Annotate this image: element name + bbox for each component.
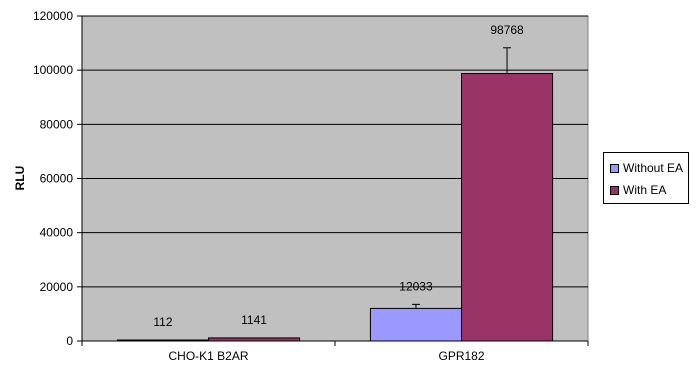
legend-item-with-ea: With EA [610, 179, 688, 201]
data-label: 12033 [399, 279, 433, 293]
x-tick-label: CHO-K1 B2AR [168, 349, 248, 363]
y-tick-label: 0 [66, 334, 73, 348]
bar-without-ea [369, 307, 463, 342]
y-tick-label: 60000 [40, 172, 74, 186]
y-tick-label: 20000 [40, 280, 74, 294]
x-axis: CHO-K1 B2AR GPR182 [81, 340, 589, 363]
y-axis: 0 20000 40000 60000 80000 100000 120000 [33, 9, 83, 348]
legend-swatch-with-ea [610, 185, 619, 195]
data-label: 1141 [241, 313, 267, 327]
bars: 112 1141 12033 98768 [116, 23, 554, 342]
bar-with-ea [461, 73, 554, 342]
legend-item-without-ea: Without EA [610, 157, 688, 179]
y-tick-label: 120000 [33, 9, 73, 23]
y-tick-label: 40000 [40, 226, 74, 240]
y-axis-title: RLU [13, 166, 27, 191]
legend: Without EA With EA [603, 152, 689, 204]
y-tick-label: 100000 [33, 63, 73, 77]
data-label: 112 [153, 315, 172, 329]
data-label: 98768 [490, 23, 524, 37]
legend-label-with-ea: With EA [623, 183, 667, 197]
y-tick-label: 80000 [40, 117, 74, 131]
x-tick-label: GPR182 [438, 349, 484, 363]
legend-swatch-without-ea [610, 163, 619, 173]
legend-label-without-ea: Without EA [623, 161, 684, 175]
